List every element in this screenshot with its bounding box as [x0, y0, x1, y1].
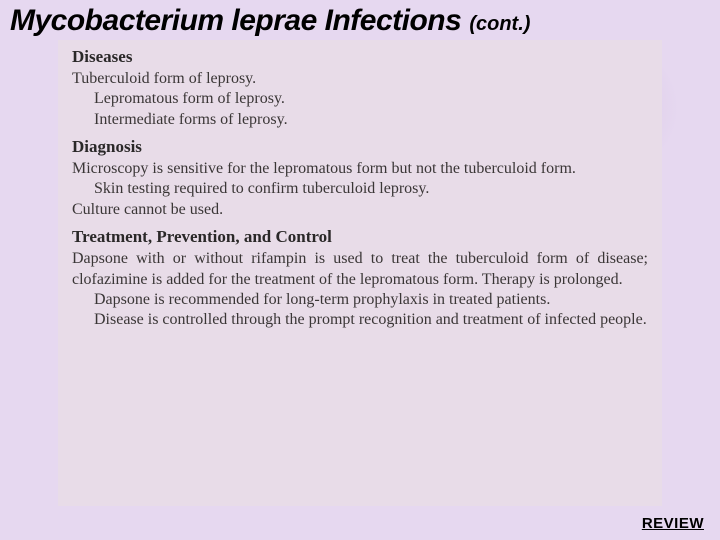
diagnosis-line-2: Skin testing required to confirm tubercu…: [72, 179, 648, 199]
heading-treatment: Treatment, Prevention, and Control: [72, 226, 648, 248]
treatment-para-2: Dapsone is recommended for long-term pro…: [50, 290, 648, 310]
diseases-line-1: Tuberculoid form of leprosy.: [72, 69, 648, 89]
review-link[interactable]: REVIEW: [642, 515, 704, 532]
treatment-para-1: Dapsone with or without rifampin is used…: [72, 249, 648, 290]
page-title: Mycobacterium leprae Infections: [10, 4, 461, 38]
diseases-line-3: Intermediate forms of leprosy.: [72, 110, 648, 130]
treatment-para-3: Disease is controlled through the prompt…: [50, 310, 648, 330]
diagnosis-para-1: Microscopy is sensitive for the lepromat…: [72, 159, 648, 179]
title-bar: Mycobacterium leprae Infections (cont.): [0, 0, 720, 40]
content-panel: Diseases Tuberculoid form of leprosy. Le…: [58, 40, 662, 506]
heading-diagnosis: Diagnosis: [72, 136, 648, 158]
diseases-line-2: Lepromatous form of leprosy.: [72, 89, 648, 109]
diagnosis-line-3: Culture cannot be used.: [72, 200, 648, 220]
heading-diseases: Diseases: [72, 46, 648, 68]
page-title-cont: (cont.): [469, 13, 530, 36]
